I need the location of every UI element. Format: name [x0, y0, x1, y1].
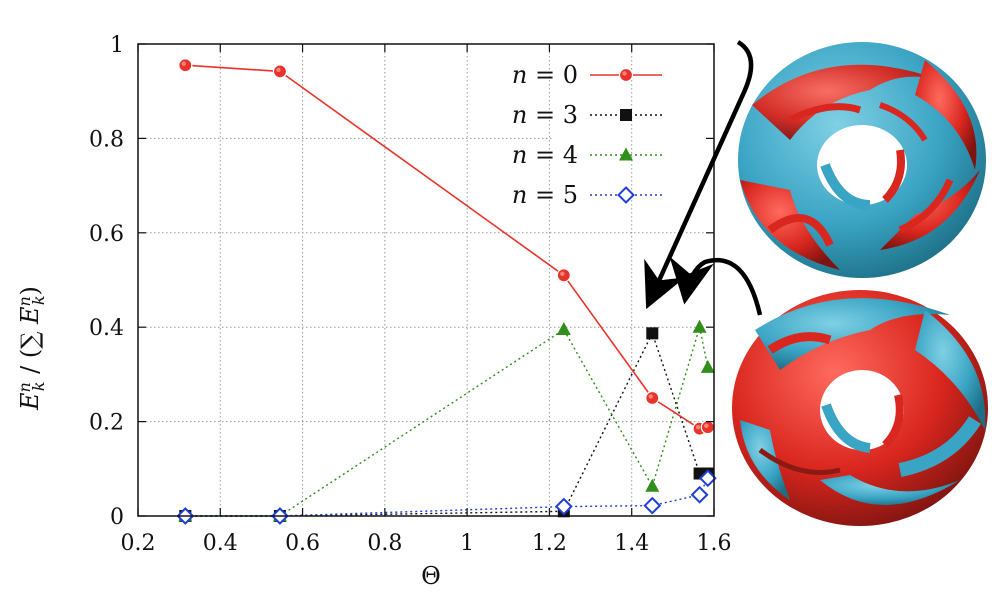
y-tick-label: 0 — [110, 505, 124, 530]
arrow-annotation-top — [644, 40, 754, 310]
series-1 — [179, 327, 714, 522]
legend-item: n = 0 — [512, 61, 662, 89]
data-point — [700, 359, 715, 373]
y-tick-label: 0.6 — [89, 222, 124, 247]
x-axis-label: Θ — [421, 562, 441, 590]
y-axis-label: Enk / (∑ Enk) — [15, 286, 48, 411]
series-layer — [176, 58, 717, 525]
legend-label: n = 4 — [512, 141, 578, 169]
x-tick-label: 0.2 — [121, 531, 156, 556]
grid — [138, 44, 714, 516]
svg-text:Enk / (∑ Enk): Enk / (∑ Enk) — [15, 286, 48, 411]
ticks: 0.2 0.4 0.6 0.8 1 1.2 1.4 1.600.20.40.60.81 — [89, 33, 732, 556]
data-point — [692, 319, 707, 333]
x-tick-label: 1.2 — [532, 531, 567, 556]
data-point — [556, 322, 571, 336]
legend-item: n = 4 — [512, 141, 662, 169]
plot-frame — [137, 43, 715, 517]
series-line — [185, 331, 708, 517]
series-3 — [176, 469, 717, 525]
y-tick-label: 0.8 — [89, 127, 124, 152]
legend-item: n = 5 — [512, 181, 662, 209]
x-tick-label: 0.6 — [285, 531, 320, 556]
data-point — [646, 327, 659, 340]
x-tick-label: 1.4 — [614, 531, 649, 556]
legend-marker — [619, 147, 633, 161]
legend: n = 0 n = 3 n = 4 n = 5 — [512, 61, 662, 209]
torus-image-bottom — [732, 290, 988, 526]
data-point — [690, 485, 709, 504]
y-tick-label: 0.4 — [89, 316, 124, 341]
series-0 — [178, 58, 715, 436]
x-tick-label: 0.8 — [367, 531, 402, 556]
y-tick-label: 0.2 — [89, 411, 124, 436]
data-point — [645, 478, 660, 492]
series-2 — [178, 319, 715, 522]
data-point — [698, 469, 717, 488]
x-tick-label: 1 — [460, 531, 474, 556]
x-tick-label: 0.4 — [203, 531, 238, 556]
legend-item: n = 3 — [512, 101, 662, 129]
arrow-annotation-bottom — [669, 256, 763, 316]
torus-image-top — [738, 42, 986, 278]
series-line — [185, 327, 709, 517]
legend-label: n = 3 — [512, 101, 578, 129]
data-point — [643, 496, 662, 515]
y-tick-label: 1 — [110, 33, 124, 58]
legend-label: n = 0 — [512, 61, 578, 89]
legend-marker — [617, 186, 635, 204]
legend-marker — [620, 109, 632, 121]
series-line — [185, 477, 709, 517]
legend-label: n = 5 — [512, 181, 578, 209]
data-point — [554, 497, 573, 516]
x-tick-label: 1.6 — [697, 531, 732, 556]
